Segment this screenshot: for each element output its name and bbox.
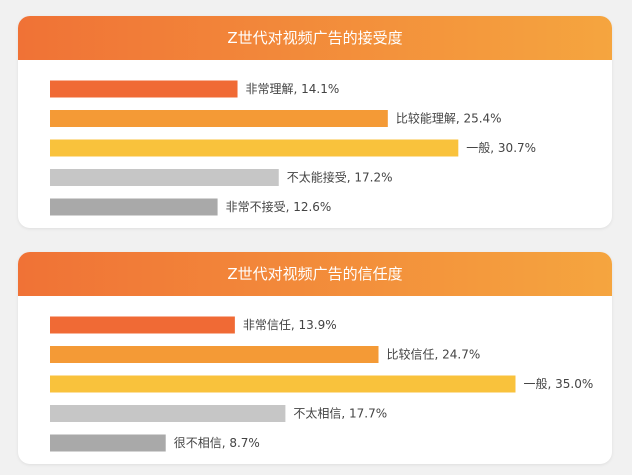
bar-trust-4: [50, 434, 166, 452]
bar-trust-3: [50, 405, 286, 422]
trust-panel: Z世代对视频广告的信任度 非常信任, 13.9% 比较信任, 24.7% 一般, 3…: [18, 252, 612, 464]
bar-label-acceptance-3: 不太能接受, 17.2%: [287, 170, 393, 185]
bar-acceptance-1: [50, 110, 388, 127]
bar-label-acceptance-2: 一般, 30.7%: [466, 140, 536, 155]
acceptance-panel: Z世代对视频广告的接受度 非常理解, 14.1% 比较能理解, 25.4% 一般, …: [18, 16, 612, 228]
bar-label-trust-1: 比较信任, 24.7%: [387, 347, 481, 362]
bar-label-trust-0: 非常信任, 13.9%: [243, 318, 337, 332]
trust-bar-chart: 非常信任, 13.9% 比较信任, 24.7% 一般, 35.0% 不太相信, 17.…: [50, 316, 594, 452]
bar-label-acceptance-1: 比较能理解, 25.4%: [396, 111, 502, 126]
bar-label-acceptance-4: 非常不接受, 12.6%: [226, 199, 332, 214]
bar-label-trust-2: 一般, 35.0%: [524, 376, 594, 391]
bar-acceptance-0: [50, 80, 238, 98]
bar-acceptance-3: [50, 169, 279, 186]
bar-acceptance-4: [50, 198, 218, 216]
bar-trust-1: [50, 346, 379, 363]
bar-trust-2: [50, 375, 516, 393]
bar-acceptance-2: [50, 139, 459, 157]
acceptance-bar-chart: 非常理解, 14.1% 比较能理解, 25.4% 一般, 30.7% 不太能接受, 1…: [50, 80, 536, 216]
acceptance-chart-title: Z世代对视频广告的接受度: [18, 16, 612, 60]
bar-label-trust-3: 不太相信, 17.7%: [293, 406, 387, 421]
bar-label-acceptance-0: 非常理解, 14.1%: [246, 82, 340, 96]
bar-label-trust-4: 很不相信, 8.7%: [174, 436, 260, 450]
trust-chart-title: Z世代对视频广告的信任度: [18, 252, 612, 296]
bar-trust-0: [50, 316, 235, 334]
